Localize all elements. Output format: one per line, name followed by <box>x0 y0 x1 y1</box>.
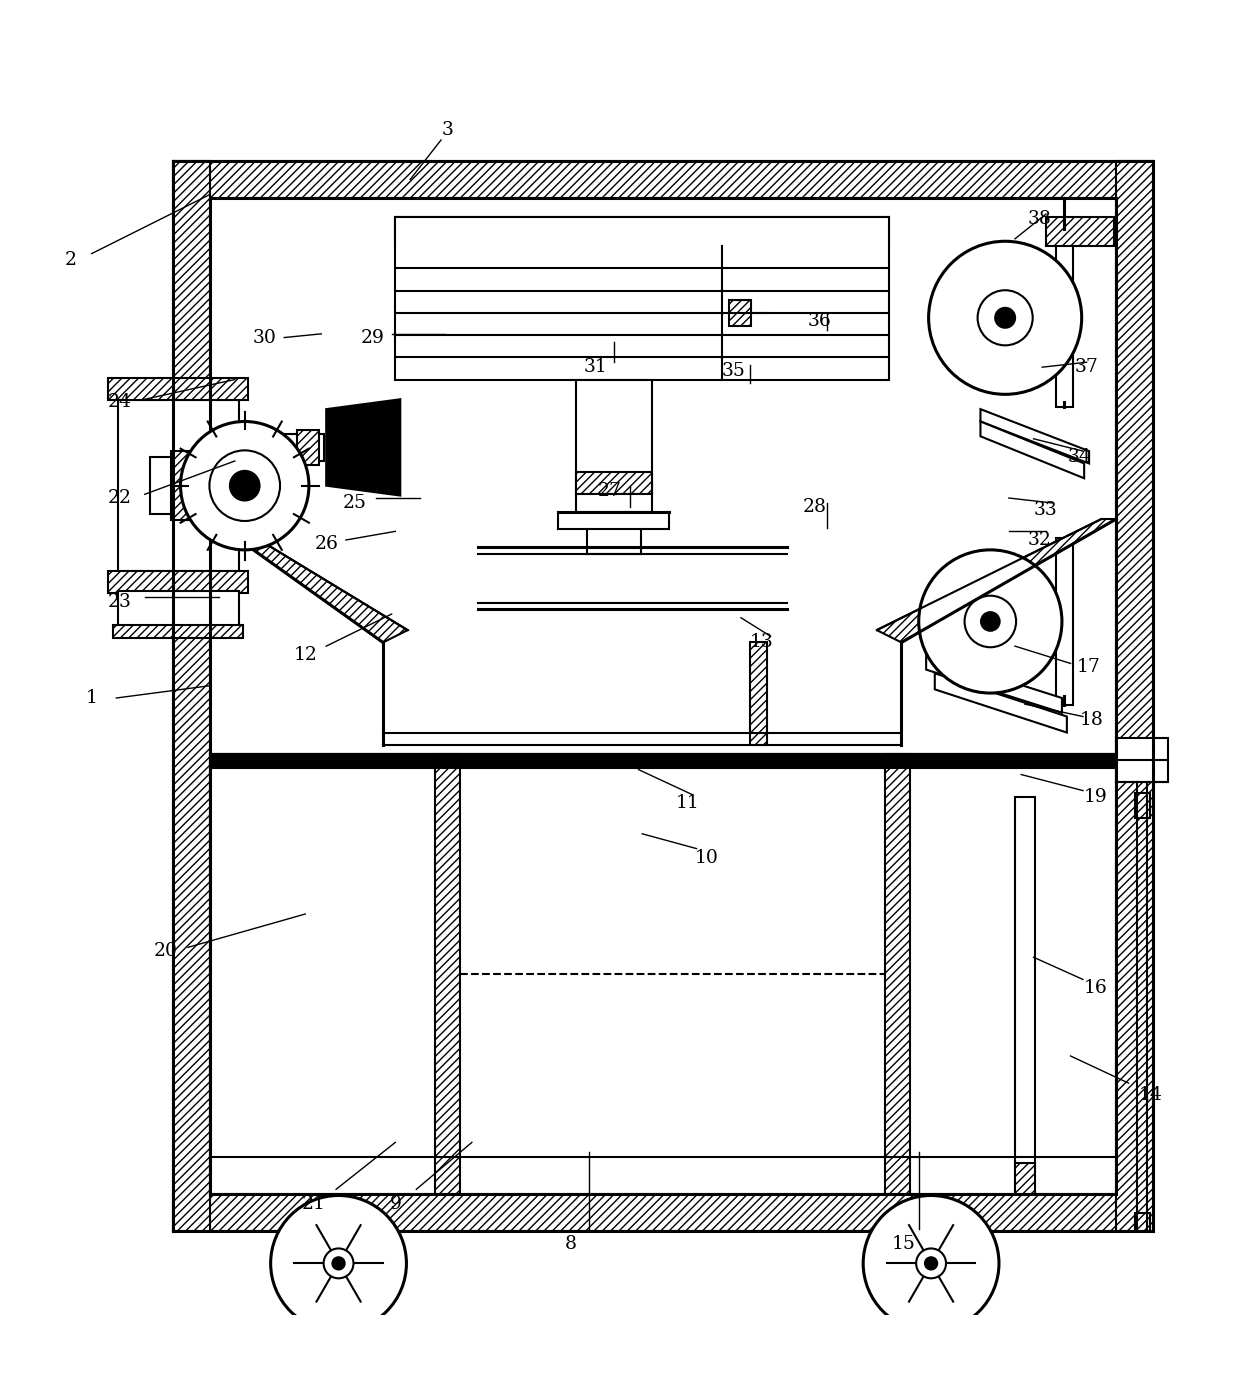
Circle shape <box>332 1258 345 1269</box>
Bar <box>1055 537 1073 705</box>
Text: 34: 34 <box>1068 448 1091 466</box>
Polygon shape <box>210 519 408 642</box>
Text: 29: 29 <box>361 328 386 346</box>
Circle shape <box>925 1258 937 1269</box>
Circle shape <box>996 309 1016 328</box>
Bar <box>905 1252 923 1275</box>
Bar <box>222 466 247 505</box>
Text: 25: 25 <box>342 494 367 512</box>
Text: 1: 1 <box>86 690 98 706</box>
Bar <box>396 216 889 246</box>
Text: 33: 33 <box>1034 501 1058 519</box>
Bar <box>296 430 319 465</box>
Circle shape <box>324 1248 353 1279</box>
Bar <box>1016 797 1034 1163</box>
Bar <box>575 472 652 494</box>
Bar <box>1135 1213 1149 1231</box>
Text: 23: 23 <box>108 593 131 610</box>
Bar <box>575 380 652 494</box>
Bar <box>174 1194 1153 1231</box>
Polygon shape <box>926 655 1061 713</box>
Polygon shape <box>981 409 1089 463</box>
Bar <box>108 378 248 401</box>
Text: 11: 11 <box>676 794 699 812</box>
Text: 22: 22 <box>108 489 131 507</box>
Text: 37: 37 <box>1075 359 1099 376</box>
Text: 17: 17 <box>1078 658 1101 676</box>
Text: 15: 15 <box>892 1234 916 1252</box>
Bar <box>1016 1163 1034 1194</box>
Circle shape <box>981 613 999 631</box>
Bar <box>885 754 910 1194</box>
Text: 10: 10 <box>694 850 718 867</box>
Text: 12: 12 <box>294 646 317 663</box>
Text: 16: 16 <box>1084 979 1107 997</box>
Bar <box>113 625 243 638</box>
Text: 38: 38 <box>1028 209 1052 228</box>
Bar <box>1045 216 1114 246</box>
Text: 19: 19 <box>1084 787 1107 805</box>
Bar <box>174 161 1153 198</box>
Bar <box>108 571 248 593</box>
Bar <box>1116 737 1168 782</box>
Circle shape <box>270 1195 407 1332</box>
Bar <box>470 1336 496 1346</box>
Bar <box>750 642 766 745</box>
Text: 18: 18 <box>1080 711 1104 729</box>
Bar <box>575 494 652 511</box>
Bar <box>347 1252 365 1275</box>
Text: 20: 20 <box>154 942 177 960</box>
Polygon shape <box>981 422 1084 479</box>
Circle shape <box>916 1248 946 1279</box>
Text: 3: 3 <box>441 121 453 140</box>
Bar <box>1055 229 1073 406</box>
Bar <box>729 300 751 327</box>
Polygon shape <box>326 399 401 496</box>
Text: 32: 32 <box>1028 530 1052 549</box>
Text: 21: 21 <box>301 1195 326 1213</box>
Circle shape <box>919 550 1061 692</box>
Bar <box>210 754 1116 1194</box>
Bar <box>174 161 210 1231</box>
Text: 27: 27 <box>598 482 622 500</box>
Bar <box>1116 161 1153 1231</box>
Text: 28: 28 <box>804 497 827 515</box>
Bar <box>312 1252 330 1275</box>
Circle shape <box>210 451 280 521</box>
Circle shape <box>977 290 1033 345</box>
Polygon shape <box>877 519 1116 642</box>
Bar <box>396 216 889 380</box>
Bar <box>940 1252 957 1275</box>
Text: 13: 13 <box>750 634 774 652</box>
Bar <box>435 754 460 1194</box>
Bar <box>150 458 207 514</box>
Bar <box>206 469 242 503</box>
Bar <box>210 754 1116 768</box>
Circle shape <box>965 596 1016 648</box>
Bar <box>118 591 238 630</box>
Text: 26: 26 <box>314 535 339 553</box>
Text: 24: 24 <box>108 392 131 410</box>
Bar <box>210 434 324 461</box>
Polygon shape <box>935 673 1066 733</box>
Text: 2: 2 <box>64 251 77 269</box>
Text: 35: 35 <box>722 362 745 380</box>
Text: 36: 36 <box>808 313 832 331</box>
Bar <box>171 451 210 521</box>
Text: 14: 14 <box>1138 1086 1163 1104</box>
Circle shape <box>229 470 259 501</box>
Bar <box>1135 793 1149 818</box>
Circle shape <box>181 422 309 550</box>
Circle shape <box>863 1195 999 1332</box>
Text: 31: 31 <box>584 359 608 376</box>
Text: 8: 8 <box>564 1234 577 1252</box>
Text: 9: 9 <box>389 1195 402 1213</box>
Bar <box>118 401 238 571</box>
Circle shape <box>929 242 1081 394</box>
Text: 30: 30 <box>253 328 277 346</box>
